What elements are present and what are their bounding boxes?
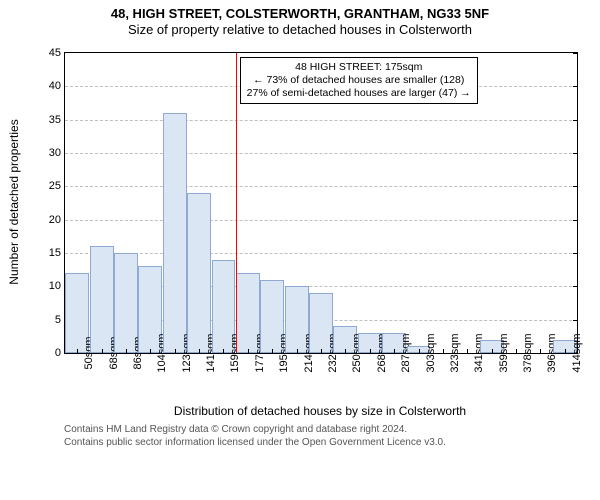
ytick-mark [573,186,578,187]
ytick-mark [573,86,578,87]
callout-box: 48 HIGH STREET: 175sqm← 73% of detached … [240,57,478,104]
gridline-h [65,220,577,221]
ytick-mark [573,253,578,254]
y-axis-label: Number of detached properties [7,119,21,284]
ytick-label: 30 [49,147,65,159]
ytick-mark [573,220,578,221]
page-subtitle: Size of property relative to detached ho… [0,22,600,38]
ytick-label: 45 [49,47,65,59]
callout-line-3: 27% of semi-detached houses are larger (… [247,87,471,100]
xtick-label: 414sqm [565,333,583,372]
ytick-label: 5 [55,314,65,326]
xtick-label: 323sqm [443,333,461,372]
gridline-h [65,120,577,121]
ytick-label: 35 [49,114,65,126]
ytick-label: 15 [49,247,65,259]
chart-container: Number of detached properties 0510152025… [32,48,587,433]
ytick-label: 20 [49,214,65,226]
gridline-h [65,186,577,187]
gridline-h [65,253,577,254]
xtick-label: 378sqm [516,333,534,372]
gridline-h [65,153,577,154]
ytick-label: 10 [49,280,65,292]
histogram-bar [163,113,187,353]
ytick-mark [573,320,578,321]
callout-line-1: 48 HIGH STREET: 175sqm [247,61,471,74]
ytick-mark [573,53,578,54]
xtick-label: 359sqm [492,333,510,372]
xtick-label: 287sqm [394,333,412,372]
plot-area: 05101520253035404550sqm68sqm86sqm104sqm1… [64,52,578,354]
footer-line-1: Contains HM Land Registry data © Crown c… [64,424,446,437]
reference-line [236,53,237,353]
ytick-label: 25 [49,180,65,192]
ytick-label: 40 [49,80,65,92]
footer-line-2: Contains public sector information licen… [64,437,446,450]
ytick-mark [573,286,578,287]
histogram-bar [187,193,211,353]
ytick-mark [573,153,578,154]
xtick-label: 303sqm [419,333,437,372]
footer-attribution: Contains HM Land Registry data © Crown c… [64,424,446,449]
ytick-label: 0 [55,347,65,359]
callout-line-2: ← 73% of detached houses are smaller (12… [247,74,471,87]
page-title-address: 48, HIGH STREET, COLSTERWORTH, GRANTHAM,… [0,6,600,22]
x-axis-label: Distribution of detached houses by size … [64,404,576,418]
ytick-mark [573,120,578,121]
